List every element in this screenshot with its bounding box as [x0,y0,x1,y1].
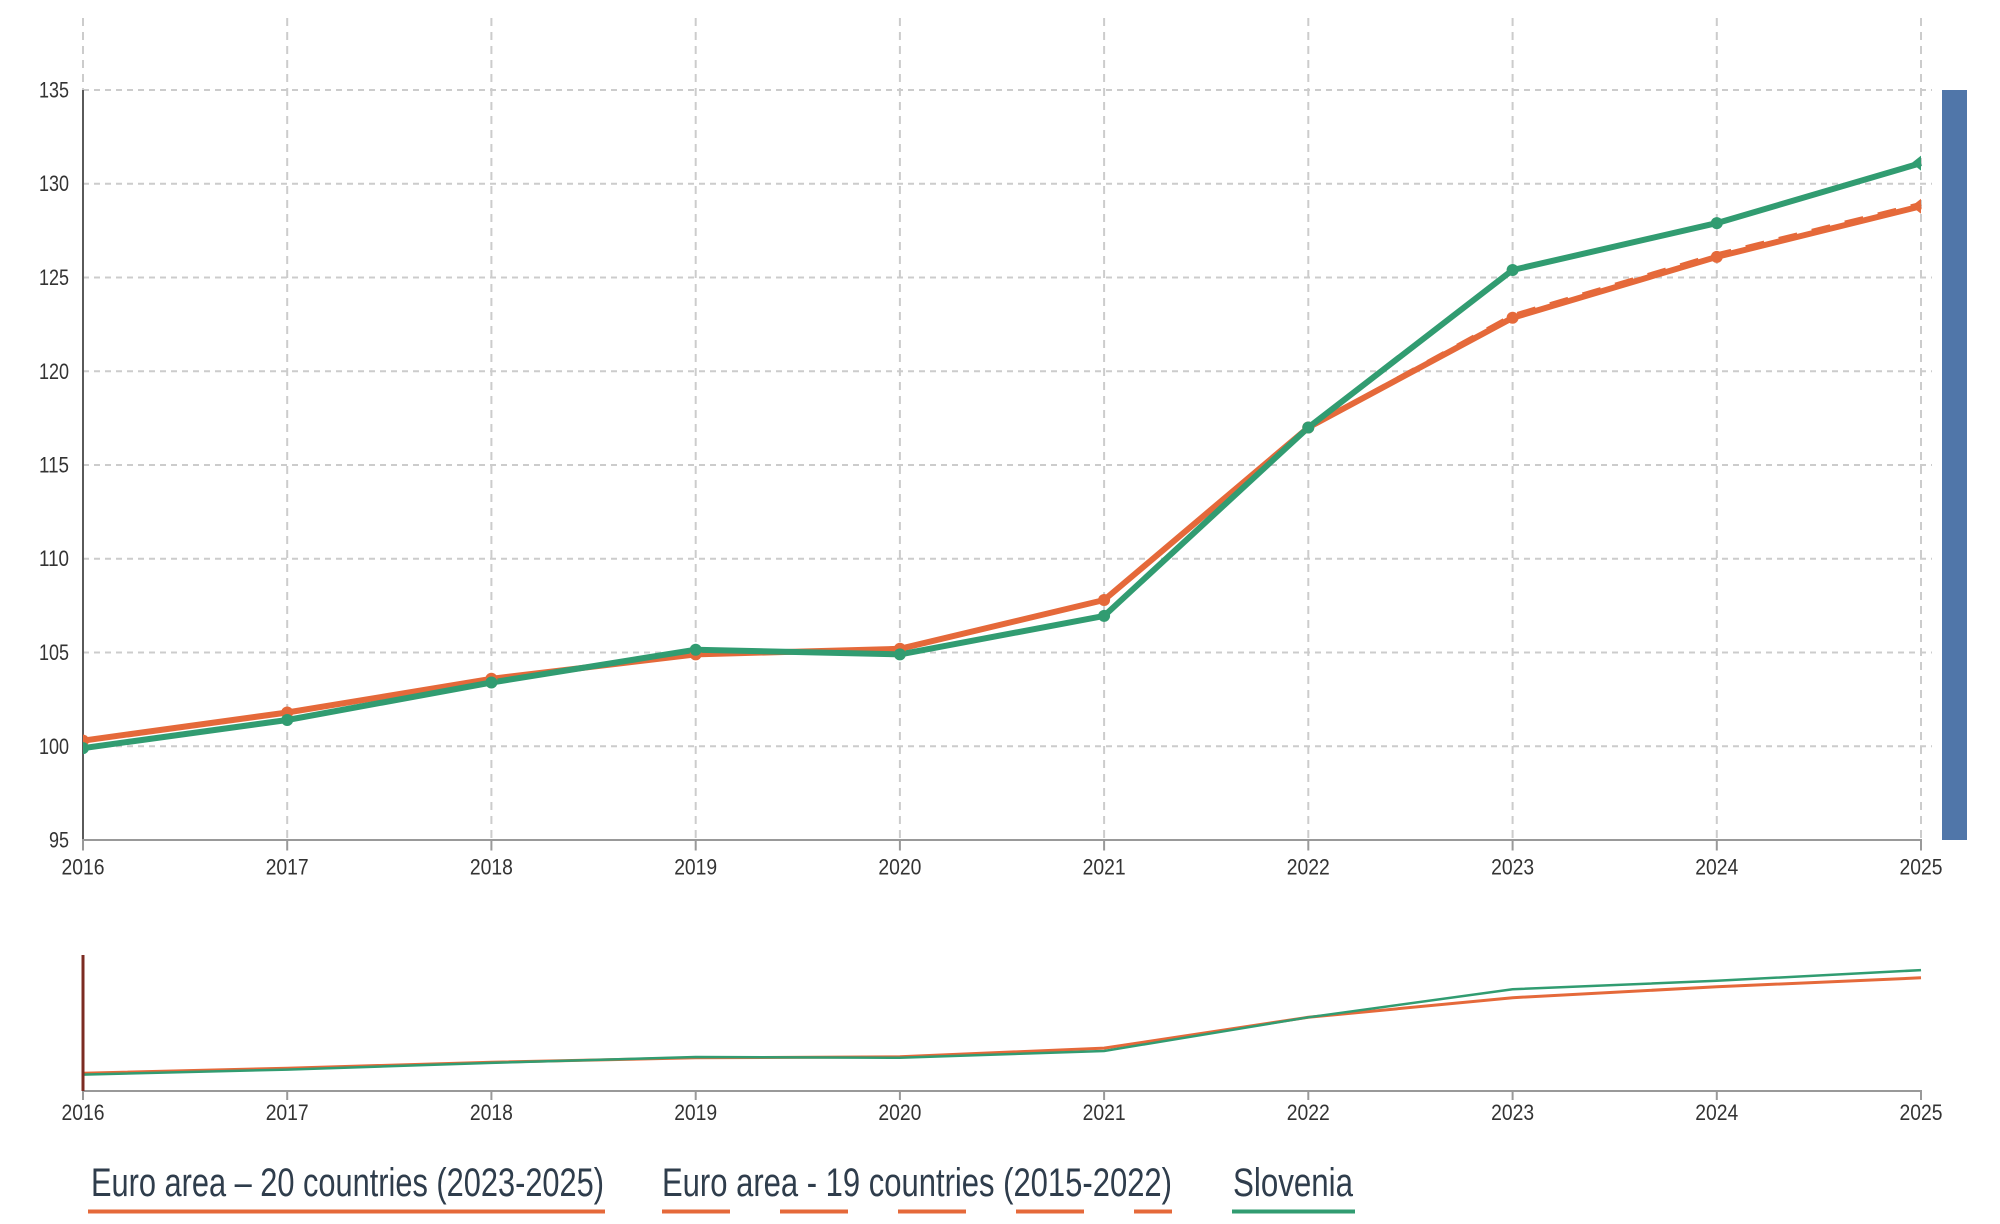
svg-text:2020: 2020 [878,855,921,880]
svg-text:2019: 2019 [674,1100,717,1125]
svg-text:120: 120 [39,359,69,384]
svg-text:125: 125 [39,265,69,290]
svg-text:Euro area - 19 countries (2015: Euro area - 19 countries (2015-2022) [662,1161,1172,1205]
svg-text:2018: 2018 [470,1100,513,1125]
svg-text:2019: 2019 [674,855,717,880]
svg-text:100: 100 [39,734,69,759]
svg-text:130: 130 [39,171,69,196]
svg-text:2022: 2022 [1287,1100,1330,1125]
svg-text:135: 135 [39,78,69,103]
svg-text:Euro area – 20 countries (2023: Euro area – 20 countries (2023-2025) [91,1161,604,1205]
svg-text:Slovenia: Slovenia [1233,1161,1354,1205]
svg-text:2022: 2022 [1287,855,1330,880]
svg-text:105: 105 [39,640,69,665]
svg-text:2016: 2016 [62,855,105,880]
svg-text:115: 115 [39,453,69,478]
svg-text:2023: 2023 [1491,1100,1534,1125]
svg-text:2025: 2025 [1900,855,1943,880]
svg-text:110: 110 [39,546,69,571]
svg-text:2016: 2016 [62,1100,105,1125]
svg-text:2025: 2025 [1900,1100,1943,1125]
svg-text:2017: 2017 [266,1100,309,1125]
svg-text:2024: 2024 [1695,1100,1738,1125]
svg-text:2021: 2021 [1083,1100,1126,1125]
svg-text:2024: 2024 [1695,855,1738,880]
svg-text:2021: 2021 [1083,855,1126,880]
svg-text:2018: 2018 [470,855,513,880]
svg-text:2017: 2017 [266,855,309,880]
svg-text:2020: 2020 [878,1100,921,1125]
svg-text:2023: 2023 [1491,855,1534,880]
svg-text:95: 95 [49,828,69,853]
